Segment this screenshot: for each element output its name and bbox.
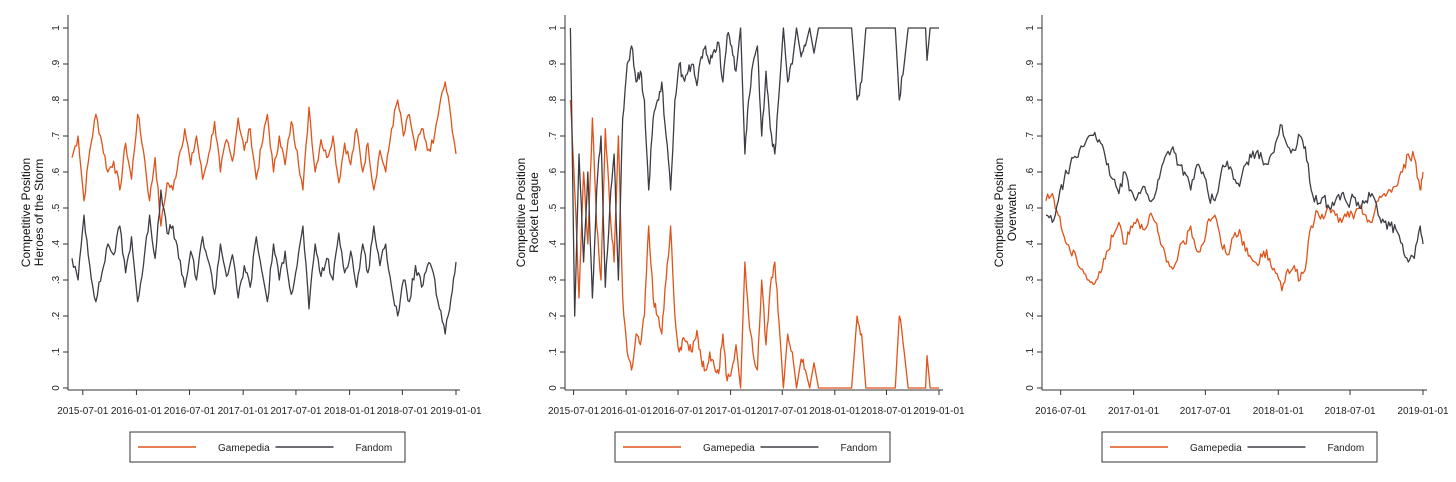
chart-2-y-tick-label: .4	[548, 239, 559, 248]
chart-1-x-tick-label: 2016-01-01	[111, 406, 163, 417]
chart-2-x-tick-label: 2017-01-01	[705, 406, 757, 417]
chart-1-legend-label-fandom: Fandom	[356, 443, 393, 454]
chart-2-series-fandom-line	[569, 27, 939, 317]
chart-1-legend: Gamepedia Fandom	[129, 431, 406, 463]
chart-3-y-tick-label: .4	[1025, 239, 1036, 248]
chart-2-legend-label-gamepedia: Gamepedia	[703, 443, 755, 454]
chart-1-y-tick-label: 0	[51, 385, 62, 391]
chart-3-x-tick-label: 2016-07-01	[1035, 406, 1087, 417]
chart-2-y-tick-label: .1	[548, 347, 559, 356]
chart-2-x-tick-label: 2016-07-01	[652, 406, 704, 417]
chart-2-x-tick-label: 2019-01-01	[913, 406, 965, 417]
chart-1: 0 .1 .2 .3 .4 .5 .6 .7 .8 .9 1 2015-07-01 2016-01-01…	[19, 15, 482, 463]
chart-2-y-tick-label: 0	[548, 385, 559, 391]
chart-2-ylabel-line2: Rocket League	[527, 172, 541, 253]
chart-1-x-tick-label: 2016-07-01	[164, 406, 216, 417]
chart-3-y-tick-label: .6	[1025, 167, 1036, 176]
chart-3-y-tick-label: .7	[1025, 131, 1036, 140]
chart-3-x-tick-label: 2017-01-01	[1108, 406, 1160, 417]
chart-1-ylabel-line2: Heroes of the Storm	[32, 159, 46, 266]
chart-1-y-tick-label: .4	[51, 239, 62, 248]
chart-2-series-gamepedia-line	[569, 99, 939, 389]
chart-1-x-tick-label: 2017-01-01	[218, 406, 270, 417]
chart-3-ylabel-line2: Overwatch	[1005, 184, 1019, 241]
chart-3-series-fandom-line	[1045, 124, 1424, 263]
chart-3-x-tick-label: 2017-07-01	[1180, 406, 1232, 417]
chart-3-x-tick-label: 2018-07-01	[1324, 406, 1376, 417]
chart-1-y-tick-label: .9	[51, 59, 62, 68]
chart-3-legend: Gamepedia Fandom	[1101, 431, 1378, 463]
chart-1-legend-label-gamepedia: Gamepedia	[218, 443, 270, 454]
chart-2-y-tick-label: .7	[548, 131, 559, 140]
chart-3-y-tick-label: 0	[1025, 385, 1036, 391]
chart-1-y-tick-label: .5	[51, 203, 62, 212]
chart-3-y-tick-label: .2	[1025, 311, 1036, 320]
chart-1-y-tick-label: .6	[51, 167, 62, 176]
chart-2-legend-label-fandom: Fandom	[841, 443, 878, 454]
chart-1-x-tick-label: 2017-07-01	[270, 406, 322, 417]
chart-3-series-gamepedia-line	[1045, 150, 1424, 292]
chart-3-y-tick-label: .1	[1025, 347, 1036, 356]
chart-1-series-fandom-line	[71, 189, 457, 335]
chart-2-x-tick-label: 2018-07-01	[861, 406, 913, 417]
chart-1-x-tick-label: 2019-01-01	[430, 406, 482, 417]
chart-1-y-tick-label: 1	[51, 25, 62, 31]
chart-1-y-tick-label: .7	[51, 131, 62, 140]
chart-3-y-tick-label: .5	[1025, 203, 1036, 212]
chart-2-ylabel-line1: Competitive Position	[514, 158, 528, 267]
chart-1-y-tick-label: .2	[51, 311, 62, 320]
chart-2-x-tick-label: 2015-07-01	[548, 406, 600, 417]
chart-2-x-tick-label: 2018-01-01	[809, 406, 861, 417]
chart-3-ylabel-line1: Competitive Position	[992, 158, 1006, 267]
chart-3-legend-label-gamepedia: Gamepedia	[1190, 443, 1242, 454]
chart-2-y-tick-label: .5	[548, 203, 559, 212]
chart-1-y-tick-label: .8	[51, 95, 62, 104]
chart-1-x-tick-label: 2018-07-01	[377, 406, 429, 417]
chart-1-x-tick-label: 2015-07-01	[57, 406, 109, 417]
chart-2-legend-box	[614, 431, 891, 463]
chart-1-y-tick-label: .1	[51, 347, 62, 356]
chart-2-x-tick-label: 2017-07-01	[757, 406, 809, 417]
chart-3-legend-label-fandom: Fandom	[1328, 443, 1365, 454]
chart-2-x-tick-label: 2016-01-01	[601, 406, 653, 417]
chart-2-y-tick-label: 1	[548, 25, 559, 31]
chart-2-y-tick-label: .8	[548, 95, 559, 104]
chart-3-x-tick-label: 2019-01-01	[1397, 406, 1449, 417]
chart-3-y-tick-label: 1	[1025, 25, 1036, 31]
chart-2-y-tick-label: .9	[548, 59, 559, 68]
chart-3-x-tick-label: 2018-01-01	[1253, 406, 1305, 417]
chart-3-y-tick-label: .9	[1025, 59, 1036, 68]
chart-1-ylabel-line1: Competitive Position	[19, 158, 33, 267]
chart-1-series-gamepedia-line	[71, 81, 457, 227]
chart-3-y-tick-label: .3	[1025, 275, 1036, 284]
chart-2-y-tick-label: .3	[548, 275, 559, 284]
chart-2: 0 .1 .2 .3 .4 .5 .6 .7 .8 .9 1 2015-07-01 2016-01-01…	[514, 15, 965, 463]
chart-2-legend: Gamepedia Fandom	[614, 431, 891, 463]
chart-2-y-tick-label: .6	[548, 167, 559, 176]
chart-3-y-tick-label: .8	[1025, 95, 1036, 104]
chart-1-x-tick-label: 2018-01-01	[324, 406, 376, 417]
chart-2-y-tick-label: .2	[548, 311, 559, 320]
chart-3: 0 .1 .2 .3 .4 .5 .6 .7 .8 .9 1 2016-07-01 2017-01-01…	[992, 15, 1449, 463]
chart-1-y-tick-label: .3	[51, 275, 62, 284]
